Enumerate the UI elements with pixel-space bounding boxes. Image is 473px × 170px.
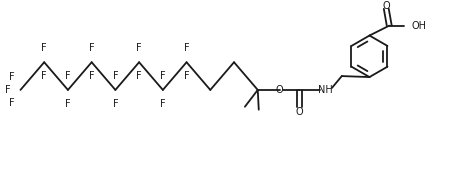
Text: NH: NH xyxy=(317,85,333,95)
Text: O: O xyxy=(276,85,283,95)
Text: F: F xyxy=(160,99,166,109)
Text: F: F xyxy=(160,71,166,81)
Text: F: F xyxy=(184,43,189,53)
Text: F: F xyxy=(136,43,142,53)
Text: F: F xyxy=(9,72,14,82)
Text: F: F xyxy=(65,99,71,109)
Text: F: F xyxy=(184,71,189,81)
Text: O: O xyxy=(296,107,303,117)
Text: F: F xyxy=(9,98,14,108)
Text: F: F xyxy=(5,85,10,95)
Text: F: F xyxy=(113,71,118,81)
Text: F: F xyxy=(41,43,47,53)
Text: O: O xyxy=(383,1,390,11)
Text: F: F xyxy=(89,71,95,81)
Text: F: F xyxy=(89,43,95,53)
Text: OH: OH xyxy=(411,21,426,31)
Text: F: F xyxy=(136,71,142,81)
Text: F: F xyxy=(113,99,118,109)
Text: F: F xyxy=(65,71,71,81)
Text: F: F xyxy=(41,71,47,81)
